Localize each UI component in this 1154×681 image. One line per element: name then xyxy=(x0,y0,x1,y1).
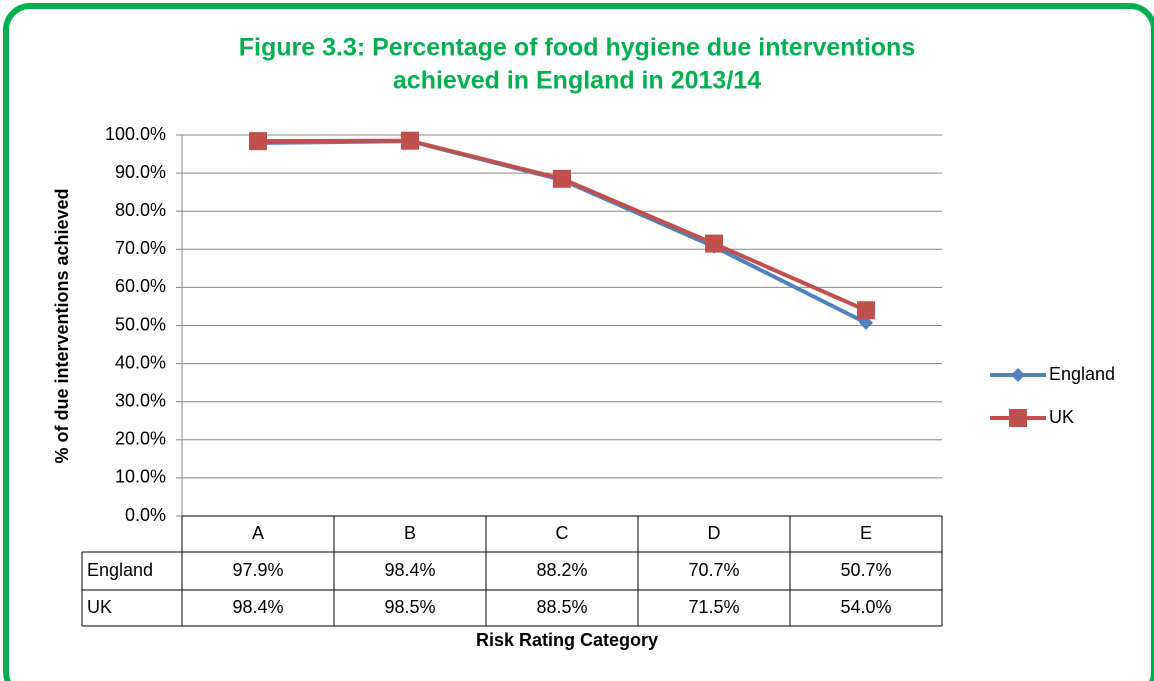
table-row-header: England xyxy=(87,560,153,580)
y-tick-label: 0.0% xyxy=(125,505,166,525)
table-cell: 98.4% xyxy=(384,560,435,580)
x-axis-title: Risk Rating Category xyxy=(476,630,658,650)
data-point xyxy=(401,131,419,150)
legend-marker xyxy=(1011,368,1025,382)
y-tick-label: 40.0% xyxy=(115,352,166,372)
data-point xyxy=(249,132,267,151)
table-cell: 98.4% xyxy=(232,597,283,617)
y-tick-label: 30.0% xyxy=(115,390,166,410)
legend-label: UK xyxy=(1049,407,1074,427)
data-point xyxy=(859,315,873,330)
table-cell: 97.9% xyxy=(232,560,283,580)
table-cell: 70.7% xyxy=(688,560,739,580)
y-tick-label: 10.0% xyxy=(115,467,166,487)
table-cell: 71.5% xyxy=(688,597,739,617)
legend-marker xyxy=(1009,409,1027,427)
frame xyxy=(3,3,1154,681)
x-tick-label: A xyxy=(252,523,264,543)
table-row-header: UK xyxy=(87,597,112,617)
y-tick-label: 80.0% xyxy=(115,200,166,220)
chart-title: achieved in England in 2013/14 xyxy=(393,67,761,95)
table-cell: 98.5% xyxy=(384,597,435,617)
table-cell: 50.7% xyxy=(840,560,891,580)
legend-label: England xyxy=(1049,364,1115,384)
x-tick-label: C xyxy=(556,523,569,543)
table-cell: 54.0% xyxy=(840,597,891,617)
x-tick-label: E xyxy=(860,523,872,543)
y-tick-label: 100.0% xyxy=(105,124,166,144)
y-tick-label: 90.0% xyxy=(115,162,166,182)
y-tick-label: 70.0% xyxy=(115,238,166,258)
y-axis-title: % of due interventions achieved xyxy=(52,188,72,463)
table-cell: 88.2% xyxy=(536,560,587,580)
data-point xyxy=(553,169,571,188)
data-point xyxy=(857,301,875,320)
table-cell: 88.5% xyxy=(536,597,587,617)
chart-title: Figure 3.3: Percentage of food hygiene d… xyxy=(239,34,916,62)
x-tick-label: B xyxy=(404,523,416,543)
y-tick-label: 20.0% xyxy=(115,429,166,449)
y-tick-label: 60.0% xyxy=(115,276,166,296)
x-tick-label: D xyxy=(708,523,721,543)
y-tick-label: 50.0% xyxy=(115,314,166,334)
data-point xyxy=(705,234,723,253)
